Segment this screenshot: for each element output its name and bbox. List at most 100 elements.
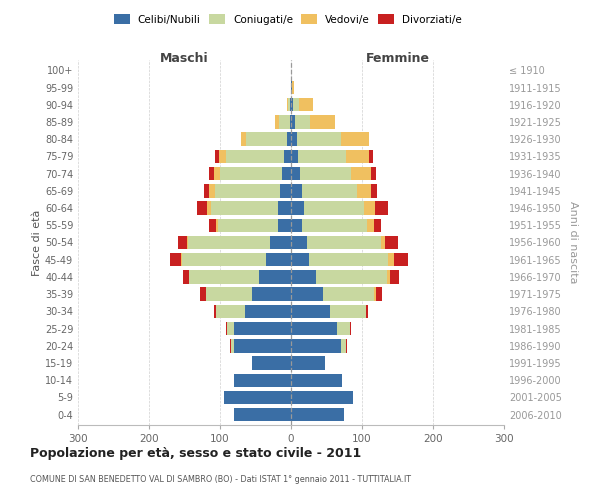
Bar [364,202,375,215]
Bar [288,98,290,112]
Bar [292,81,294,94]
Bar [287,98,288,112]
Bar [207,202,211,215]
Text: Popolazione per età, sesso e stato civile - 2011: Popolazione per età, sesso e stato civil… [30,448,361,460]
Bar [287,132,291,146]
Bar [307,236,381,249]
Bar [218,218,278,232]
Bar [187,236,188,249]
Bar [278,218,291,232]
Y-axis label: Anni di nascita: Anni di nascita [568,201,578,284]
Bar [291,150,298,163]
Bar [284,150,291,163]
Bar [350,322,352,336]
Bar [357,184,371,198]
Bar [350,167,371,180]
Bar [371,167,376,180]
Bar [298,150,346,163]
Bar [203,184,209,198]
Bar [182,253,266,266]
Bar [316,270,387,283]
Bar [278,202,291,215]
Bar [259,270,291,283]
Bar [246,132,287,146]
Bar [226,150,284,163]
Bar [291,253,309,266]
Bar [291,81,292,94]
Bar [291,304,330,318]
Bar [216,218,218,232]
Bar [214,304,217,318]
Bar [188,236,270,249]
Bar [290,116,291,128]
Y-axis label: Fasce di età: Fasce di età [32,210,42,276]
Bar [217,304,245,318]
Bar [291,132,296,146]
Bar [291,322,337,336]
Bar [374,218,381,232]
Bar [234,408,291,422]
Bar [275,116,279,128]
Bar [385,236,398,249]
Bar [291,184,302,198]
Bar [387,270,391,283]
Bar [291,116,295,128]
Bar [394,253,408,266]
Bar [291,167,299,180]
Bar [206,288,252,301]
Bar [290,98,291,112]
Bar [214,167,220,180]
Bar [346,150,369,163]
Bar [279,116,290,128]
Bar [291,236,307,249]
Bar [215,184,280,198]
Bar [189,270,190,283]
Bar [252,288,291,301]
Bar [291,288,323,301]
Bar [197,202,207,215]
Bar [291,218,302,232]
Bar [245,304,291,318]
Bar [270,236,291,249]
Bar [170,253,181,266]
Bar [330,304,365,318]
Bar [365,304,366,318]
Bar [209,218,216,232]
Bar [391,270,399,283]
Bar [291,390,353,404]
Bar [388,253,394,266]
Bar [234,339,291,352]
Bar [304,202,364,215]
Bar [183,270,189,283]
Text: COMUNE DI SAN BENEDETTO VAL DI SAMBRO (BO) - Dati ISTAT 1° gennaio 2011 - TUTTIT: COMUNE DI SAN BENEDETTO VAL DI SAMBRO (B… [30,476,411,484]
Bar [234,374,291,387]
Bar [215,150,218,163]
Bar [295,116,310,128]
Bar [302,218,367,232]
Bar [337,322,350,336]
Bar [226,322,227,336]
Bar [310,116,335,128]
Bar [280,184,291,198]
Bar [178,236,187,249]
Bar [323,288,374,301]
Bar [374,288,376,301]
Bar [190,270,259,283]
Bar [220,167,283,180]
Bar [302,184,357,198]
Bar [291,98,293,112]
Bar [376,288,382,301]
Bar [369,150,373,163]
Bar [209,167,214,180]
Bar [218,150,226,163]
Bar [291,202,304,215]
Bar [366,304,368,318]
Bar [299,98,313,112]
Bar [209,184,215,198]
Bar [381,236,385,249]
Bar [346,339,347,352]
Bar [309,253,388,266]
Bar [341,132,369,146]
Bar [181,253,182,266]
Bar [367,218,374,232]
